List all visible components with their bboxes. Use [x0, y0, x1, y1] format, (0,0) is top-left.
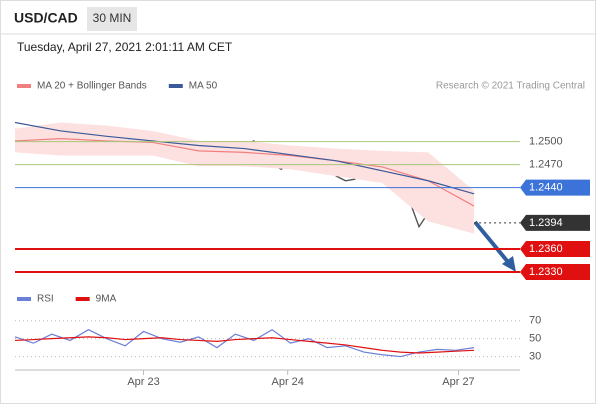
forecast-arrowhead: [502, 256, 516, 272]
legend-label: MA 20 + Bollinger Bands: [37, 81, 147, 92]
level-label-box: [520, 263, 590, 280]
x-tick-label: Apr 27: [442, 376, 474, 388]
level-label: 1.2394: [529, 217, 563, 229]
legend-label: 9MA: [96, 294, 117, 305]
timestamp: Tuesday, April 27, 2021 2:01:11 AM CET: [17, 40, 233, 54]
interval-badge: [87, 7, 137, 31]
symbol: USD/CAD: [14, 10, 78, 26]
legend-swatch: [75, 297, 90, 301]
y-tick-label: 50: [529, 333, 541, 345]
level-label-box: [520, 179, 590, 196]
level-label: 1.2500: [529, 136, 563, 148]
forecast-arrow: [473, 220, 510, 264]
legend-swatch: [17, 84, 31, 88]
y-tick-label: 30: [529, 350, 541, 362]
level-label: 1.2360: [529, 243, 563, 255]
x-tick-label: Apr 24: [271, 376, 303, 388]
legend-label: RSI: [37, 294, 54, 305]
legend-swatch: [168, 84, 183, 88]
series-line: [14, 121, 475, 195]
x-tick-label: Apr 23: [127, 376, 159, 388]
legend-swatch: [17, 297, 31, 301]
level-label-box: [520, 240, 590, 257]
series-line: [14, 336, 475, 354]
interval: 30 MIN: [93, 11, 132, 25]
level-label: 1.2470: [529, 159, 563, 171]
series-line: [14, 328, 475, 358]
y-tick-label: 70: [529, 315, 541, 327]
level-label-box: [520, 214, 590, 231]
series-line: [14, 138, 475, 207]
level-label: 1.2440: [529, 182, 563, 194]
credit: Research © 2021 Trading Central: [436, 81, 585, 92]
legend-label: MA 50: [189, 81, 218, 92]
bollinger-band: [15, 122, 475, 234]
level-label: 1.2330: [529, 266, 563, 278]
